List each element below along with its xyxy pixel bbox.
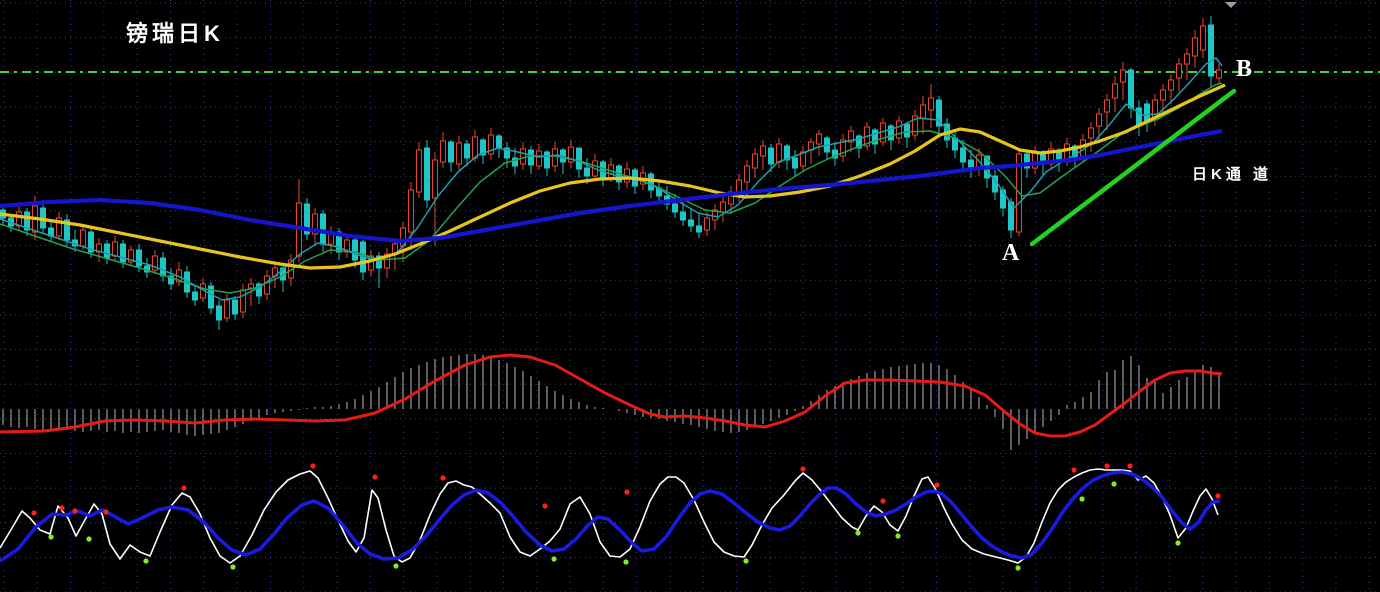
sell-signal-dot — [1071, 467, 1077, 473]
buy-signal-dot — [1175, 540, 1181, 546]
macd-dea-line — [0, 353, 1223, 438]
trend-channel-line[interactable] — [1029, 88, 1237, 247]
buy-signal-dot — [743, 558, 749, 564]
buy-signal-dot — [1015, 565, 1021, 571]
sell-signal-dot — [800, 466, 806, 472]
point-b-label: B — [1236, 56, 1253, 82]
sell-signal-dot — [440, 475, 446, 481]
buy-signal-dot — [895, 533, 901, 539]
ma-short-green-line — [0, 82, 1223, 294]
buy-signal-dot — [855, 530, 861, 536]
buy-signal-dot — [86, 536, 92, 542]
kdj-panel[interactable] — [0, 463, 1221, 571]
sell-signal-dot — [310, 463, 316, 469]
ma-long-blue-line — [0, 128, 1223, 244]
buy-signal-dot — [1079, 496, 1085, 502]
sell-signal-dot — [372, 474, 378, 480]
kdj-d-line — [0, 470, 1221, 563]
sell-signal-dot — [103, 509, 109, 515]
sell-signal-dot — [624, 489, 630, 495]
sell-signal-dot — [542, 503, 548, 509]
ma-lines — [0, 57, 1226, 301]
sell-signal-dot — [59, 505, 65, 511]
sell-signal-dot — [72, 508, 78, 514]
macd-panel[interactable] — [0, 353, 1223, 450]
sell-signal-dot — [934, 482, 940, 488]
sell-signal-dot — [1104, 463, 1110, 469]
buy-signal-dot — [393, 563, 399, 569]
buy-signal-dot — [551, 556, 557, 562]
scroll-position-marker — [1225, 2, 1237, 8]
sell-signal-dot — [1215, 493, 1221, 499]
sell-signal-dot — [181, 485, 187, 491]
candlestick-series[interactable] — [0, 16, 1222, 330]
buy-signal-dot — [623, 559, 629, 565]
buy-signal-dot — [143, 558, 149, 564]
buy-signal-dot — [230, 564, 236, 570]
chart-title: 镑瑞日K — [126, 21, 224, 46]
sell-signal-dot — [31, 510, 37, 516]
kdj-k-line — [0, 468, 1219, 564]
buy-signal-dot — [48, 534, 54, 540]
channel-label: 日K通 道 — [1192, 166, 1273, 183]
buy-signal-dot — [1111, 481, 1117, 487]
ma-mid-yellow-line — [0, 83, 1226, 270]
point-a-label: A — [1002, 240, 1020, 266]
sell-signal-dot — [880, 498, 886, 504]
sell-signal-dot — [1127, 463, 1133, 469]
